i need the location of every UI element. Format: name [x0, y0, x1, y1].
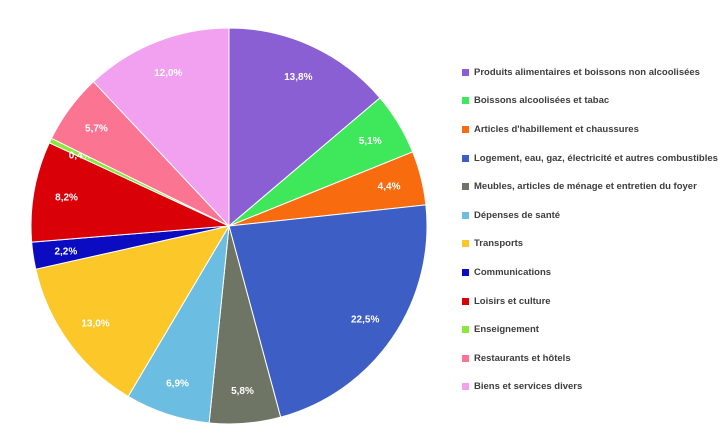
slice-data-label: 2,2% — [54, 246, 77, 257]
legend-label: Transports — [474, 238, 524, 250]
legend-item: Communications — [462, 258, 717, 287]
legend-swatch — [462, 326, 469, 334]
legend-label: Restaurants et hôtels — [474, 352, 571, 364]
legend-item: Transports — [462, 230, 717, 259]
pie-slice — [35, 225, 231, 398]
slice-data-label: 13,0% — [81, 318, 109, 329]
legend-item: Logement, eau, gaz, électricité et autre… — [462, 144, 718, 173]
chart-legend: Produits alimentaires et boissons non al… — [462, 58, 718, 402]
legend-label: Logement, eau, gaz, électricité et autre… — [474, 152, 718, 164]
pie-slice — [92, 27, 230, 228]
slice-data-label: 8,2% — [55, 193, 78, 204]
legend-item: Biens et services divers — [462, 373, 717, 402]
slice-data-label: 5,7% — [85, 123, 108, 134]
legend-swatch — [462, 383, 469, 391]
legend-label: Meubles, articles de ménage et entretien… — [474, 181, 697, 193]
legend-swatch — [462, 297, 469, 305]
pie-slice — [228, 204, 428, 418]
legend-swatch — [462, 154, 469, 162]
legend-item: Articles d'habillement et chaussures — [462, 115, 717, 144]
slice-data-label: 0,4% — [69, 150, 92, 161]
legend-label: Biens et services divers — [474, 381, 583, 393]
slice-data-label: 5,1% — [359, 136, 382, 147]
pie-slice — [228, 27, 381, 228]
legend-swatch — [462, 268, 469, 276]
legend-label: Produits alimentaires et boissons non al… — [474, 66, 700, 78]
legend-item: Enseignement — [462, 315, 717, 344]
legend-swatch — [462, 354, 469, 362]
legend-item: Produits alimentaires et boissons non al… — [462, 58, 717, 87]
legend-item: Meubles, articles de ménage et entretien… — [462, 172, 717, 201]
legend-swatch — [462, 68, 469, 76]
slice-data-label: 5,8% — [231, 386, 254, 397]
legend-swatch — [462, 97, 469, 105]
legend-item: Boissons alcoolisées et tabac — [462, 87, 717, 116]
slice-data-label: 13,8% — [284, 72, 312, 83]
slice-data-label: 6,9% — [166, 378, 189, 389]
legend-swatch — [462, 183, 469, 191]
legend-item: Loisirs et culture — [462, 287, 717, 316]
legend-label: Boissons alcoolisées et tabac — [474, 95, 610, 107]
slice-data-label: 12,0% — [154, 68, 182, 79]
legend-label: Loisirs et culture — [474, 295, 551, 307]
legend-swatch — [462, 240, 469, 248]
legend-swatch — [462, 211, 469, 219]
legend-item: Dépenses de santé — [462, 201, 717, 230]
pie-slice — [30, 142, 231, 243]
legend-item: Restaurants et hôtels — [462, 344, 717, 373]
legend-swatch — [462, 125, 469, 133]
legend-label: Articles d'habillement et chaussures — [474, 123, 639, 135]
slice-data-label: 4,4% — [378, 181, 401, 192]
legend-label: Enseignement — [474, 324, 539, 336]
slice-data-label: 22,5% — [351, 315, 379, 326]
legend-label: Dépenses de santé — [474, 209, 561, 221]
legend-label: Communications — [474, 266, 552, 278]
